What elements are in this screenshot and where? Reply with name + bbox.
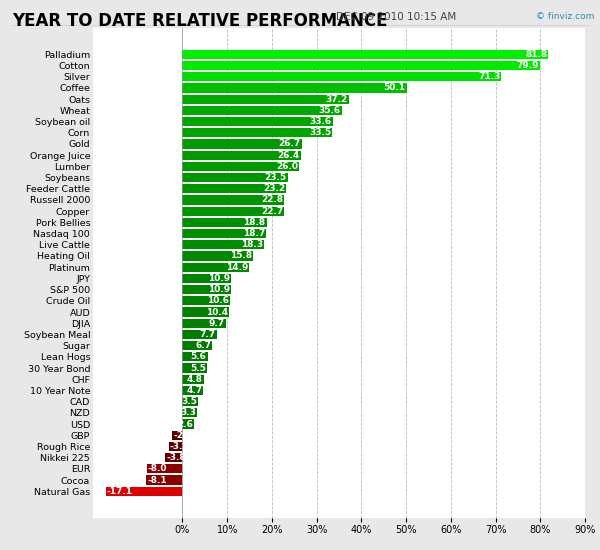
Text: 33.6: 33.6 [310,117,332,126]
Text: 37.2: 37.2 [326,95,348,104]
Bar [182,307,229,317]
Text: 33.5: 33.5 [309,128,331,138]
Text: 3.5: 3.5 [181,397,197,406]
Bar [182,139,302,148]
Bar [182,61,540,70]
Bar [146,475,182,485]
Bar [182,285,231,294]
Bar [182,72,502,81]
Text: 22.7: 22.7 [261,207,283,216]
Bar [182,397,198,406]
Bar [146,464,182,474]
Bar [182,375,204,384]
Text: 6.7: 6.7 [196,341,212,350]
Bar [182,195,284,205]
Bar [182,84,407,92]
Bar [182,251,253,261]
Text: 10.6: 10.6 [207,296,229,305]
Bar [182,184,286,194]
Bar [172,431,182,440]
Text: 4.7: 4.7 [187,386,203,395]
Bar [182,352,208,361]
Text: 79.9: 79.9 [517,61,539,70]
Bar [182,274,231,283]
Text: 26.0: 26.0 [276,162,298,171]
Text: -3.8: -3.8 [166,453,186,462]
Bar [182,117,333,126]
Bar [182,420,194,428]
Text: 7.7: 7.7 [200,330,216,339]
Text: -3.1: -3.1 [169,442,189,451]
Text: 26.7: 26.7 [279,140,301,148]
Bar [182,341,212,350]
Text: 2.6: 2.6 [178,420,193,428]
Bar [182,173,287,182]
Text: 23.2: 23.2 [263,184,286,193]
Bar [182,318,226,328]
Bar [182,50,548,59]
Bar [182,296,230,305]
Text: -2.3: -2.3 [173,431,193,439]
Text: 23.5: 23.5 [265,173,287,182]
Text: 10.4: 10.4 [206,307,228,316]
Text: 14.9: 14.9 [226,263,248,272]
Text: © finviz.com: © finviz.com [536,12,594,21]
Text: 15.8: 15.8 [230,251,252,261]
Bar [182,330,217,339]
Text: 18.3: 18.3 [241,240,263,249]
Text: 22.8: 22.8 [262,195,284,205]
Text: 3.3: 3.3 [181,408,196,417]
Text: 71.3: 71.3 [478,72,500,81]
Text: 18.7: 18.7 [243,229,265,238]
Bar [182,106,341,115]
Bar [166,453,182,462]
Text: 4.8: 4.8 [187,375,203,384]
Bar [182,128,332,138]
Text: YEAR TO DATE RELATIVE PERFORMANCE: YEAR TO DATE RELATIVE PERFORMANCE [12,12,388,30]
Bar [106,487,182,496]
Text: 35.6: 35.6 [319,106,341,115]
Bar [182,386,203,395]
Text: 26.4: 26.4 [277,151,299,160]
Bar [182,408,197,417]
Text: 10.9: 10.9 [208,274,230,283]
Text: 9.7: 9.7 [209,318,225,328]
Text: -8.1: -8.1 [147,476,167,485]
Bar [182,151,301,160]
Text: 18.8: 18.8 [244,218,266,227]
Text: -8.0: -8.0 [148,464,167,474]
Bar [182,240,265,249]
Bar [182,162,299,171]
Bar [182,95,349,104]
Bar [182,364,207,372]
Text: 50.1: 50.1 [383,84,406,92]
Bar [169,442,182,451]
Text: 5.5: 5.5 [190,364,206,372]
Text: 5.6: 5.6 [191,353,206,361]
Bar [182,207,284,216]
Text: DEC 09 2010 10:15 AM: DEC 09 2010 10:15 AM [336,12,456,22]
Text: 81.8: 81.8 [526,50,547,59]
Bar [182,262,249,272]
Text: -17.1: -17.1 [107,487,133,496]
Text: 10.9: 10.9 [208,285,230,294]
Bar [182,229,266,238]
Bar [182,218,266,227]
